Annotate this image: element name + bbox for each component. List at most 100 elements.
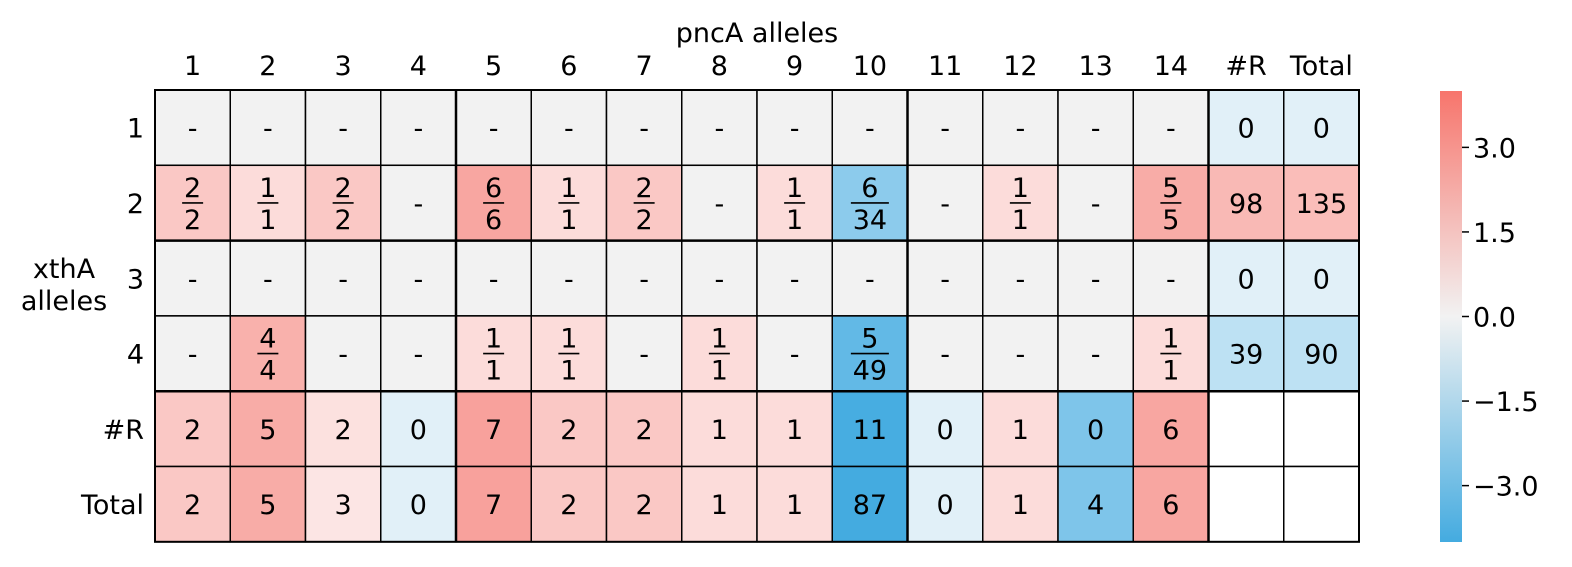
column-label-10: 10 [853, 51, 887, 82]
fraction-denominator: 6 [485, 205, 502, 236]
cell-value: 1 [786, 490, 803, 521]
cell-dash: - [564, 264, 574, 295]
heatmap-cell [1057, 465, 1134, 543]
cell-dash: - [940, 264, 950, 295]
cell-value: 39 [1229, 340, 1263, 371]
cell-value: 1 [1012, 415, 1029, 446]
fraction-value: 55 [1160, 173, 1182, 236]
cell-value: 87 [853, 490, 887, 521]
column-label-7: 7 [636, 51, 653, 82]
fraction-denominator: 34 [853, 205, 887, 236]
fraction-numerator: 1 [560, 324, 577, 355]
fraction-numerator: 2 [636, 173, 653, 204]
cell-value: 0 [1313, 114, 1330, 145]
colorbar-tick-label: 0.0 [1473, 303, 1516, 334]
row-labels: 1 2 3 4 #R Total [80, 114, 144, 522]
heatmap-cell [605, 465, 683, 543]
fraction-denominator: 1 [786, 205, 803, 236]
heatmap-cell [380, 390, 457, 468]
row-label-rr: #R [103, 415, 144, 446]
cell-value: 2 [560, 490, 577, 521]
cell-dash: - [1091, 114, 1101, 145]
cell-value: 4 [1087, 490, 1104, 521]
column-label-11: 11 [928, 51, 962, 82]
cell-value: 0 [410, 415, 427, 446]
fraction-value: 11 [1009, 173, 1031, 236]
colorbar-tick-label: −1.5 [1473, 387, 1539, 418]
table-frame [154, 89, 1360, 543]
fraction-denominator: 49 [853, 356, 887, 387]
column-label-5: 5 [485, 51, 502, 82]
cell-value: 2 [560, 415, 577, 446]
cell-dash: - [940, 340, 950, 371]
cell-value: 0 [1238, 114, 1255, 145]
heatmap-cell [756, 465, 833, 543]
cell-value: 1 [1012, 490, 1029, 521]
heatmap-cell [906, 164, 984, 242]
heatmap-cell [304, 315, 382, 392]
fraction-numerator: 1 [1012, 173, 1029, 204]
row-label-1: 1 [127, 114, 144, 145]
heatmap-cell [1283, 315, 1360, 392]
fraction-numerator: 1 [259, 173, 276, 204]
heatmap-cell [1283, 465, 1360, 543]
fraction-numerator: 5 [1162, 173, 1179, 204]
cell-value: 1 [786, 415, 803, 446]
cell-dash: - [338, 114, 348, 145]
cell-dash: - [790, 340, 800, 371]
fraction-value: 11 [483, 324, 505, 387]
column-label-13: 13 [1078, 51, 1112, 82]
fraction-value: 44 [257, 324, 279, 387]
cell-value: 2 [636, 415, 653, 446]
fraction-numerator: 4 [259, 324, 276, 355]
heatmap-cell-values: - - - - - - - - - - - - - -0 0221122-661122-11634-11-5… [182, 114, 1347, 521]
heatmap-cell [304, 465, 382, 543]
heatmap-cell [1057, 390, 1134, 468]
heatmap-cell [1207, 390, 1285, 468]
cell-dash: - [790, 114, 800, 145]
heatmap-cell [906, 315, 984, 392]
heatmap-cell [1283, 390, 1360, 468]
cell-dash: - [188, 264, 198, 295]
column-label-9: 9 [786, 51, 803, 82]
fraction-denominator: 1 [1012, 205, 1029, 236]
heatmap-cell [530, 465, 608, 543]
heatmap-cell [756, 390, 833, 468]
cell-dash: - [414, 340, 424, 371]
fraction-value: 11 [1160, 324, 1182, 387]
cell-value: 0 [1313, 264, 1330, 295]
heatmap-cell [1057, 164, 1134, 242]
column-labels: 1 2 3 4 5 6 7 8 9 10 11 12 13 14 #R Total [184, 51, 1353, 82]
fraction-numerator: 1 [560, 173, 577, 204]
column-label-3: 3 [335, 51, 352, 82]
cell-value: 90 [1304, 340, 1338, 371]
colorbar: 3.0 1.5 0.0 −1.5 −3.0 [1440, 91, 1539, 542]
cell-value: 2 [636, 490, 653, 521]
fraction-value: 11 [257, 173, 279, 236]
fraction-value: 66 [483, 173, 505, 236]
cell-value: 1 [711, 415, 728, 446]
cell-value: 2 [184, 490, 201, 521]
cell-dash: - [1016, 114, 1026, 145]
cell-dash: - [940, 114, 950, 145]
fraction-value: 22 [332, 173, 354, 236]
heatmap-cell [1283, 239, 1360, 317]
heatmap-cell [154, 465, 231, 543]
heatmap-cell [982, 89, 1059, 167]
cell-value: 1 [711, 490, 728, 521]
cell-dash: - [338, 340, 348, 371]
heatmap-cell [380, 164, 457, 242]
fraction-denominator: 2 [335, 205, 352, 236]
heatmap-cell [154, 315, 231, 392]
fraction-denominator: 1 [711, 356, 728, 387]
heatmap-cell [831, 390, 909, 468]
heatmap-cell [154, 89, 231, 167]
fraction-numerator: 2 [184, 173, 201, 204]
heatmap-cell [982, 390, 1059, 468]
cell-value: 6 [1162, 415, 1179, 446]
fraction-denominator: 1 [1162, 356, 1179, 387]
colorbar-tick-label: −3.0 [1473, 472, 1539, 503]
fraction-value: 11 [784, 173, 806, 236]
column-label-12: 12 [1003, 51, 1037, 82]
cell-value: 0 [410, 490, 427, 521]
